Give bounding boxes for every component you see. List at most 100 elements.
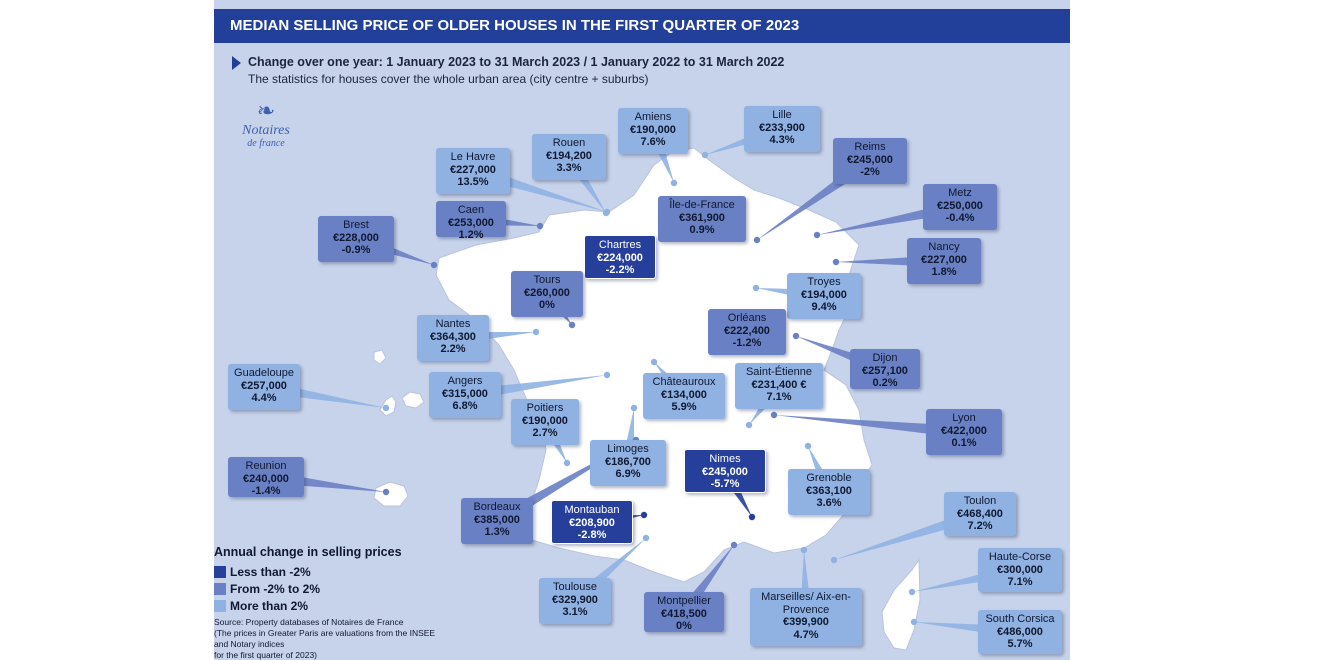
city-name: Amiens [634, 111, 672, 123]
city-name: Marseilles/ Aix-en-Provence [761, 591, 851, 616]
logo-sub: de france [247, 138, 285, 149]
city-label-reims: Reims €245,000 -2% [833, 138, 907, 184]
city-price: €186,700 [605, 455, 651, 468]
city-change: 1.8% [931, 266, 957, 278]
city-label-dijon: Dijon €257,100 0.2% [850, 349, 920, 389]
city-name: Angers [447, 375, 483, 387]
city-price: €245,000 [847, 153, 893, 166]
dot-toulouse [642, 534, 650, 542]
city-name: Rouen [552, 137, 586, 149]
city-change: 5.7% [1007, 638, 1033, 650]
city-change: 1.3% [484, 526, 510, 538]
dot-grenoble [804, 442, 812, 450]
reunion [373, 481, 409, 507]
notaires-logo: ❧ Notaires de france [226, 98, 306, 162]
city-label-lille: Lille €233,900 4.3% [744, 106, 820, 152]
city-change: 7.2% [967, 520, 993, 532]
city-price: €231,400 € [751, 378, 807, 391]
city-price: €315,000 [442, 387, 488, 400]
city-name: Nancy [928, 241, 960, 253]
city-label-limoges: Limoges €186,700 6.9% [590, 440, 666, 486]
city-name: Orléans [727, 312, 767, 324]
legend-swatch [214, 582, 226, 595]
city-price: €486,000 [997, 625, 1043, 638]
dot-ch-teauroux [650, 358, 658, 366]
dot-nimes [748, 513, 756, 521]
dot-tours [568, 321, 576, 329]
city-price: €233,900 [759, 121, 805, 134]
city-change: 0% [676, 620, 692, 632]
city-price: €227,000 [921, 253, 967, 266]
city-change: 0% [539, 299, 555, 311]
dot-amiens [670, 179, 678, 187]
city-label-poitiers: Poitiers €190,000 2.7% [511, 399, 579, 445]
city-change: -2% [860, 166, 880, 178]
city-label-south-corsica: South Corsica €486,000 5.7% [978, 610, 1062, 654]
legend-swatch [214, 565, 226, 578]
city-name: Le Havre [450, 151, 496, 163]
city-change: -0.4% [945, 212, 975, 224]
dot-nancy [832, 258, 840, 266]
city-label-marseilles-aix-en-provence: Marseilles/ Aix-en-Provence €399,900 4.7% [750, 588, 862, 646]
city-name: Toulon [963, 495, 997, 507]
city-name: Reunion [245, 460, 287, 472]
city-price: €245,000 [702, 465, 748, 478]
dot-caen [536, 222, 544, 230]
city-label-nimes: Nimes €245,000 -5.7% [684, 449, 766, 493]
city-name: Brest [343, 219, 369, 231]
city-change: -1.4% [251, 485, 281, 497]
city-change: 3.1% [562, 606, 588, 618]
legend-label: More than 2% [230, 598, 309, 613]
city-change: 0.2% [872, 377, 898, 389]
source-note: Source: Property databases of Notaires d… [214, 617, 444, 660]
city-change: 7.1% [766, 391, 792, 403]
city-name: Montpellier [657, 595, 711, 607]
city-change: -2.8% [577, 529, 607, 541]
city-name: South Corsica [985, 613, 1055, 625]
city-label-metz: Metz €250,000 -0.4% [923, 184, 997, 230]
legend-item: More than 2% [214, 597, 402, 614]
city-name: Toulouse [552, 581, 598, 593]
city-name: Île-de-France [669, 199, 735, 211]
dot-nantes [532, 328, 540, 336]
dot-marseilles-aix-en-provence [800, 546, 808, 554]
city-name: Saint-Étienne [745, 366, 813, 378]
legend-title: Annual change in selling prices [214, 545, 402, 559]
legend-item: From -2% to 2% [214, 580, 402, 597]
city-name: Caen [457, 204, 485, 216]
city-label-toulouse: Toulouse €329,900 3.1% [539, 578, 611, 624]
city-name: Poitiers [526, 402, 564, 414]
subtitle-note: The statistics for houses cover the whol… [248, 72, 649, 86]
city-name: Chartres [598, 239, 642, 251]
city-price: €190,000 [522, 414, 568, 427]
city-label-nantes: Nantes €364,300 2.2% [417, 315, 489, 361]
source-line: Source: Property databases of Notaires d… [214, 617, 404, 627]
corsica [881, 558, 921, 651]
city-label-caen: Caen €253,000 1.2% [436, 201, 506, 241]
city-label-le-havre: Le Havre €227,000 13.5% [436, 148, 510, 194]
city-change: 9.4% [811, 301, 837, 313]
city-label-angers: Angers €315,000 6.8% [429, 372, 501, 418]
city-name: Tours [533, 274, 561, 286]
map-panel: MEDIAN SELLING PRICE OF OLDER HOUSES IN … [214, 0, 1070, 660]
source-line: (The prices in Greater Paris are valuati… [214, 628, 436, 649]
city-price: €260,000 [524, 286, 570, 299]
city-label-amiens: Amiens €190,000 7.6% [618, 108, 688, 154]
city-label-grenoble: Grenoble €363,100 3.6% [788, 469, 870, 515]
city-label-lyon: Lyon €422,000 0.1% [926, 409, 1002, 455]
dot-troyes [752, 284, 760, 292]
city-label-montauban: Montauban €208,900 -2.8% [551, 500, 633, 544]
city-label-chartres: Chartres €224,000 -2.2% [584, 235, 656, 279]
city-change: 6.8% [452, 400, 478, 412]
city-change: 0.1% [951, 437, 977, 449]
guadeloupe [373, 349, 425, 417]
city-name: Reims [854, 141, 886, 153]
city-price: €257,100 [862, 364, 908, 377]
legend-label: From -2% to 2% [230, 581, 321, 596]
city-name: Troyes [807, 276, 841, 288]
city-price: €227,000 [450, 163, 496, 176]
city-name: Lyon [952, 412, 976, 424]
dot-montauban [640, 511, 648, 519]
city-change: -2.2% [605, 264, 635, 276]
city-price: €300,000 [997, 563, 1043, 576]
